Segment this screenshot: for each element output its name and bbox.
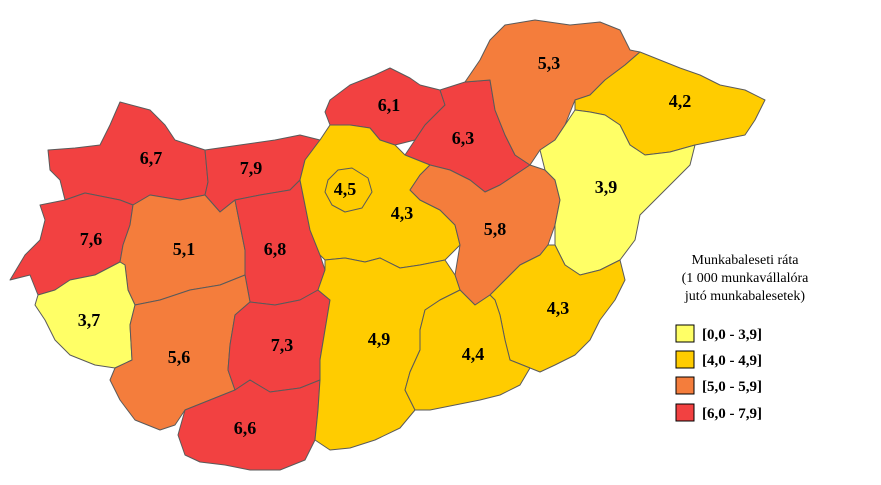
region-hajdu <box>539 109 696 276</box>
value-label: 6,1 <box>378 95 401 115</box>
value-label: 4,2 <box>669 91 692 111</box>
value-label: 4,3 <box>391 203 414 223</box>
value-label: 6,7 <box>140 148 163 168</box>
legend-swatch <box>675 324 695 343</box>
region-budapest <box>324 167 373 213</box>
legend-swatch <box>675 376 695 395</box>
legend-label: [0,0 - 3,9] <box>702 327 762 343</box>
region-gyor <box>47 101 209 206</box>
value-label: 5,3 <box>538 53 561 73</box>
value-label: 7,9 <box>240 158 263 178</box>
legend-title-line-3: jutó munkabalesetek) <box>684 289 805 304</box>
value-labels: 6,7 7,9 7,6 5,1 6,8 3,7 5,6 7,3 6,6 6,1 … <box>78 53 692 438</box>
legend-title-line-2: (1 000 munkavállalóra <box>682 271 810 286</box>
value-label: 5,1 <box>173 239 196 259</box>
legend-swatch <box>675 403 695 422</box>
legend-label: [5,0 - 5,9] <box>702 379 762 395</box>
value-label: 3,7 <box>78 310 101 330</box>
value-label: 6,8 <box>264 239 287 259</box>
value-label: 6,3 <box>452 128 475 148</box>
legend-label: [4,0 - 4,9] <box>702 353 762 369</box>
legend-title-line-1: Munkabaleseti ráta <box>692 253 800 268</box>
value-label: 4,5 <box>334 179 357 199</box>
legend-swatch <box>675 350 695 369</box>
legend-label: [6,0 - 7,9] <box>702 406 762 422</box>
value-label: 7,3 <box>271 335 294 355</box>
value-label: 4,9 <box>368 329 391 349</box>
region-csongrad <box>404 289 531 411</box>
county-shapes <box>9 19 766 471</box>
value-label: 3,9 <box>595 177 618 197</box>
value-label: 7,6 <box>80 229 103 249</box>
value-label: 4,4 <box>462 344 485 364</box>
value-label: 5,6 <box>168 347 191 367</box>
value-label: 4,3 <box>547 298 570 318</box>
value-label: 5,8 <box>484 219 507 239</box>
value-label: 6,6 <box>234 418 257 438</box>
legend: Munkabaleseti ráta (1 000 munkavállalóra… <box>675 253 810 422</box>
